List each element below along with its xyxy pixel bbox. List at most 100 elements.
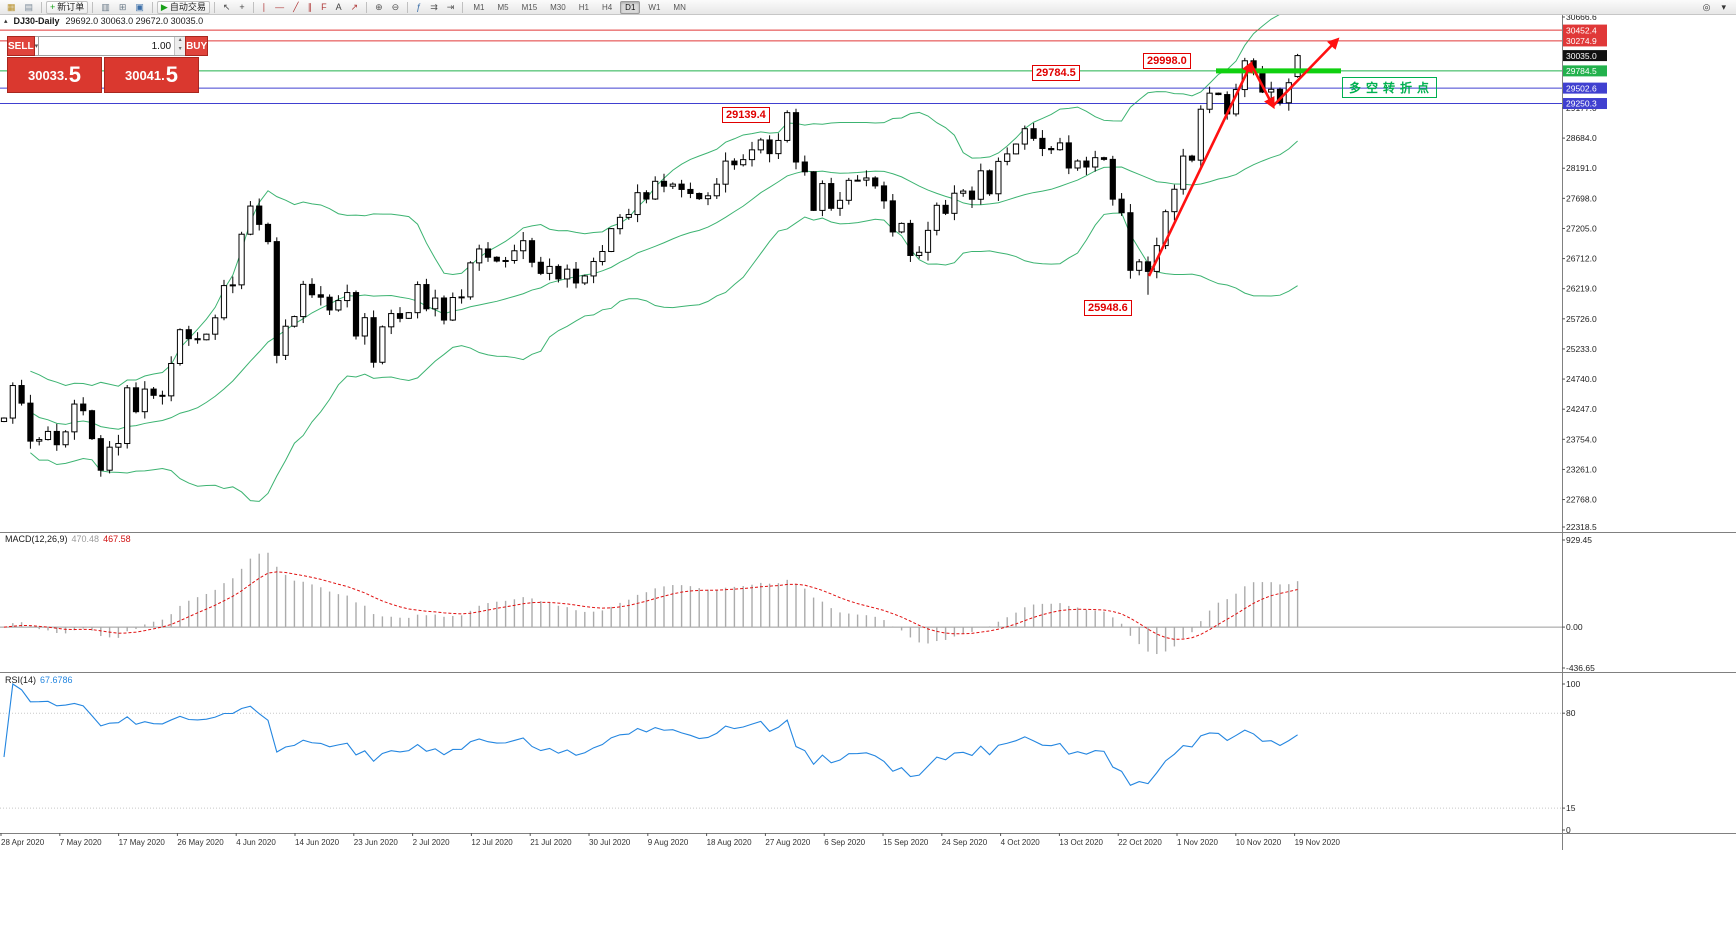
new-order-button-label: 新订单	[57, 1, 85, 12]
svg-text:18 Aug 2020: 18 Aug 2020	[707, 838, 752, 847]
price-annotation-label[interactable]: 25948.6	[1084, 300, 1132, 316]
arrows-button[interactable]: ↗	[347, 1, 363, 14]
svg-text:23 Jun 2020: 23 Jun 2020	[354, 838, 399, 847]
svg-text:29502.6: 29502.6	[1566, 83, 1597, 93]
trade-panel-top-row: SELL ▾ ▴ ▾ BUY	[7, 36, 209, 56]
svg-text:28191.0: 28191.0	[1566, 163, 1597, 173]
bars-chart-icon: ▥	[101, 1, 110, 12]
timeframe-w1-button[interactable]: W1	[648, 2, 661, 12]
rsi-value: 67.6786	[40, 675, 73, 685]
chart-title-bar: ▴ DJ30-Daily 29692.0 30063.0 29672.0 300…	[4, 16, 203, 26]
volume-input[interactable]	[39, 37, 175, 55]
new-order-button[interactable]: + 新订单	[46, 0, 89, 14]
svg-text:30274.9: 30274.9	[1566, 36, 1597, 46]
svg-text:28684.0: 28684.0	[1566, 133, 1597, 143]
svg-text:23754.0: 23754.0	[1566, 434, 1597, 444]
svg-text:22318.5: 22318.5	[1566, 522, 1597, 532]
svg-text:27205.0: 27205.0	[1566, 223, 1597, 233]
toolbar-separator	[92, 1, 94, 13]
buy-button[interactable]: BUY	[185, 36, 209, 56]
toolbar-separator	[41, 1, 43, 13]
zoom-out-icon: ⊖	[391, 1, 400, 12]
svg-text:6 Sep 2020: 6 Sep 2020	[824, 838, 865, 847]
svg-text:29784.5: 29784.5	[1566, 66, 1597, 76]
price-annotation-label[interactable]: 29784.5	[1032, 65, 1080, 81]
quick-search-icon[interactable]: ◎	[1699, 1, 1715, 14]
zoom-in-icon: ⊕	[375, 1, 383, 12]
svg-text:929.45: 929.45	[1566, 535, 1592, 545]
trade-panel-collapse-icon[interactable]: ▴	[4, 18, 8, 25]
profiles-button[interactable]: ▤	[21, 1, 38, 14]
horizontal-line-button[interactable]: ―	[271, 1, 288, 14]
vertical-line-button[interactable]: ∣	[258, 1, 271, 14]
zoom-out-button[interactable]: ⊖	[388, 1, 404, 14]
cursor-icon: ↖	[222, 1, 231, 12]
chart-shift-button[interactable]: ⇥	[443, 1, 459, 14]
timeframe-m1-button[interactable]: M1	[473, 2, 485, 12]
spinner-down-icon[interactable]: ▾	[175, 46, 186, 55]
svg-text:24247.0: 24247.0	[1566, 404, 1597, 414]
toolbar-options-icon: ▾	[1721, 1, 1726, 12]
timeframe-mn-button[interactable]: MN	[673, 2, 686, 12]
cursor-button[interactable]: ↖	[219, 1, 235, 14]
svg-text:0: 0	[1566, 825, 1571, 835]
market-watch-button[interactable]: ▣	[131, 1, 148, 14]
tile-windows-button[interactable]: ⊞	[115, 1, 131, 14]
quick-search-icon: ◎	[1702, 1, 1711, 12]
autoscroll-icon: ⇉	[430, 1, 438, 12]
plus-icon: +	[50, 1, 56, 12]
trendline-button[interactable]: ╱	[289, 1, 302, 14]
autotrading-button-label: 自动交易	[169, 1, 206, 12]
sell-button[interactable]: SELL	[7, 36, 35, 56]
zoom-in-button[interactable]: ⊕	[371, 1, 387, 14]
new-chart-button[interactable]: ▦	[3, 1, 20, 14]
indicators-button[interactable]: ƒ	[412, 1, 425, 14]
svg-text:25233.0: 25233.0	[1566, 344, 1597, 354]
timeframe-h4-button[interactable]: H4	[601, 2, 613, 12]
timeframe-m30-button[interactable]: M30	[550, 2, 566, 12]
play-icon: ▶	[160, 1, 168, 12]
svg-text:4 Jun 2020: 4 Jun 2020	[236, 838, 276, 847]
sell-price-button[interactable]: 30033. 5	[7, 57, 102, 93]
arrow-icon: ↗	[350, 1, 359, 12]
toolbar-separator	[252, 1, 254, 13]
fibonacci-button[interactable]: F	[317, 1, 331, 14]
text-button[interactable]: A	[332, 1, 346, 14]
svg-text:24 Sep 2020: 24 Sep 2020	[942, 838, 988, 847]
autotrading-button[interactable]: ▶ 自动交易	[156, 0, 210, 14]
svg-text:15 Sep 2020: 15 Sep 2020	[883, 838, 929, 847]
chart-bars-button[interactable]: ▥	[97, 1, 114, 14]
rsi-label: RSI(14) 67.6786	[5, 675, 73, 685]
channel-button[interactable]: ∥	[304, 1, 317, 14]
toolbar-options-icon[interactable]: ▾	[1717, 1, 1730, 14]
crosshair-button[interactable]: +	[235, 1, 248, 14]
chart-shift-icon: ⇥	[446, 1, 455, 12]
chart-note-text[interactable]: 多空转折点	[1342, 77, 1438, 98]
svg-text:24740.0: 24740.0	[1566, 374, 1597, 384]
svg-text:10 Nov 2020: 10 Nov 2020	[1236, 838, 1282, 847]
svg-text:17 May 2020: 17 May 2020	[119, 838, 166, 847]
market-watch-icon: ▣	[135, 1, 144, 12]
toolbar-separator	[462, 1, 464, 13]
svg-text:26219.0: 26219.0	[1566, 284, 1597, 294]
svg-text:0.00: 0.00	[1566, 622, 1583, 632]
timeframe-h1-button[interactable]: H1	[578, 2, 589, 12]
spinner-up-icon[interactable]: ▴	[175, 37, 186, 46]
autoscroll-button[interactable]: ⇉	[426, 1, 442, 14]
svg-text:27698.0: 27698.0	[1566, 193, 1597, 203]
volume-dropdown-button[interactable]: ▾	[34, 36, 40, 56]
vertical-line-icon: ∣	[261, 1, 267, 12]
price-annotation-label[interactable]: 29998.0	[1143, 53, 1191, 69]
svg-text:9 Aug 2020: 9 Aug 2020	[648, 838, 689, 847]
svg-text:-436.65: -436.65	[1566, 663, 1595, 673]
buy-price-button[interactable]: 30041. 5	[104, 57, 199, 93]
timeframe-m5-button[interactable]: M5	[497, 2, 509, 12]
timeframe-d1-button[interactable]: D1	[620, 0, 641, 14]
price-annotation-label[interactable]: 29139.4	[722, 107, 770, 123]
timeframe-m15-button[interactable]: M15	[521, 2, 538, 12]
horizontal-line-icon: ―	[275, 1, 285, 12]
trendline-icon: ╱	[293, 1, 299, 12]
svg-text:30666.6: 30666.6	[1566, 12, 1597, 22]
top-toolbar: ▦ ▤ + 新订单 ▥ ⊞ ▣ ▶ 自动交易 ↖ + ∣ ― ╱ ∥ F A ↗ ⊕ ⊖ ƒ ⇉ ⇥ M1 M5 M15 M30 H1…	[0, 0, 1736, 15]
